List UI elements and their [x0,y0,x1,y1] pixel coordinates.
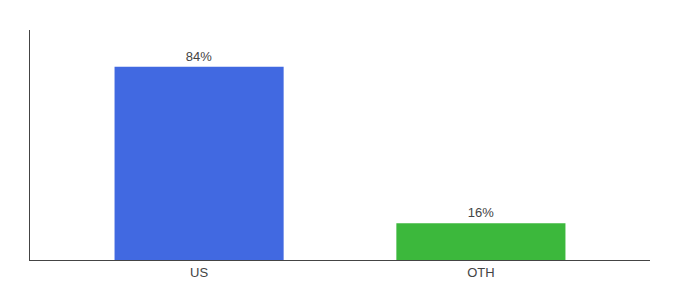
svg-text:US: US [190,265,208,280]
svg-text:16%: 16% [468,205,494,220]
svg-text:84%: 84% [186,49,212,64]
svg-text:OTH: OTH [467,265,494,280]
